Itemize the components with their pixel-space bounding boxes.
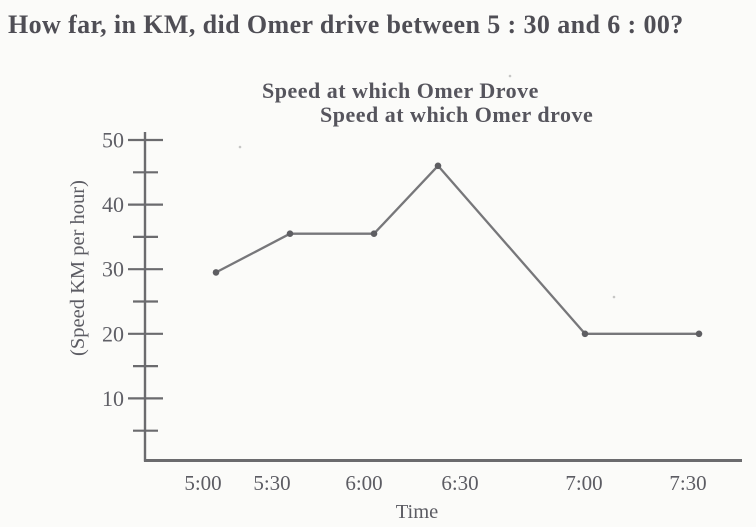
y-tick-label: 50 — [102, 128, 124, 153]
data-point — [212, 269, 220, 276]
y-axis-title: (Speed KM per hour) — [67, 180, 89, 356]
x-tick-label: 7:00 — [565, 471, 602, 495]
data-point — [581, 330, 589, 338]
x-tick-label: 5:00 — [184, 471, 221, 495]
question-heading: How far, in KM, did Omer drive between 5… — [8, 10, 684, 39]
axes — [143, 132, 742, 462]
speed-line — [215, 164, 699, 335]
x-tick-label: 5:30 — [253, 471, 290, 495]
x-tick-label: 6:00 — [345, 471, 382, 495]
axis-ticks — [128, 138, 163, 432]
y-tick-label: 20 — [102, 321, 124, 346]
axis-tick-labels: 10 20 30 40 50 5:00 5:30 6:00 6:30 7:00 7:30 — [102, 128, 707, 496]
scan-speckle — [508, 74, 512, 78]
chart-title-line1: Speed at which Omer Drove — [262, 78, 539, 103]
data-point — [434, 162, 442, 170]
x-axis-title: Time — [396, 501, 439, 523]
data-point — [370, 230, 378, 237]
scan-speckle — [612, 295, 616, 299]
data-point — [695, 330, 703, 338]
data-series — [212, 162, 703, 338]
x-tick-label: 6:30 — [441, 471, 478, 495]
y-tick-label: 40 — [102, 192, 124, 217]
chart-title-line2: Speed at which Omer drove — [320, 102, 593, 127]
scan-speckles — [238, 74, 616, 299]
scan-speckle — [238, 145, 242, 149]
y-tick-label: 30 — [102, 257, 124, 282]
data-point — [286, 230, 294, 237]
x-tick-label: 7:30 — [669, 471, 706, 495]
y-tick-label: 10 — [102, 386, 124, 411]
